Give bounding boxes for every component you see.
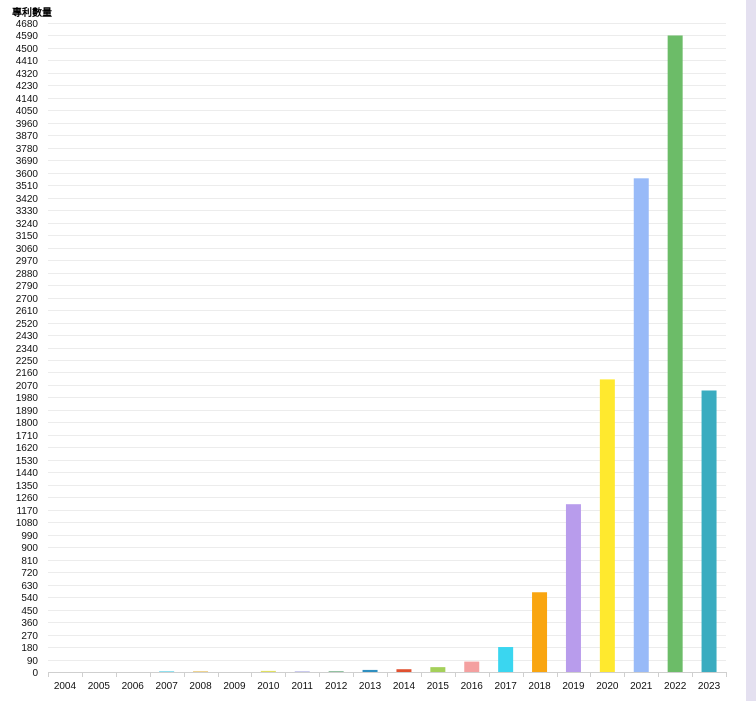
bar-2018 xyxy=(532,592,548,672)
y-tick-label: 4140 xyxy=(16,94,39,105)
bar-2013 xyxy=(362,669,378,672)
x-tick-label: 2011 xyxy=(291,681,313,692)
y-tick-label: 2430 xyxy=(16,331,39,342)
x-tick-label: 2016 xyxy=(461,681,484,692)
bar-2023 xyxy=(701,390,717,672)
y-tick-label: 1440 xyxy=(16,468,39,479)
y-tick-label: 4050 xyxy=(16,106,39,117)
x-tick-label: 2004 xyxy=(54,681,77,692)
y-tick-label: 180 xyxy=(21,643,38,654)
x-tick-label: 2021 xyxy=(630,681,653,692)
x-tick-label: 2022 xyxy=(664,681,687,692)
y-tick-label: 540 xyxy=(21,593,38,604)
x-tick-label: 2015 xyxy=(427,681,450,692)
bar-2022 xyxy=(667,35,683,672)
bar-2017 xyxy=(498,647,514,672)
y-tick-label: 4320 xyxy=(16,69,39,80)
y-tick-label: 2610 xyxy=(16,306,39,317)
y-tick-label: 4680 xyxy=(16,19,39,30)
x-tick-label: 2023 xyxy=(698,681,721,692)
y-tick-label: 1170 xyxy=(16,506,38,517)
y-tick-label: 3690 xyxy=(16,156,39,167)
y-tick-label: 3330 xyxy=(16,206,39,217)
y-tick-label: 2880 xyxy=(16,269,39,280)
y-tick-label: 1260 xyxy=(16,493,39,504)
y-tick-label: 4500 xyxy=(16,44,39,55)
y-tick-label: 810 xyxy=(21,556,38,567)
y-tick-label: 3060 xyxy=(16,244,39,255)
x-tick-label: 2014 xyxy=(393,681,416,692)
y-tick-label: 1080 xyxy=(16,518,39,529)
bar-2008 xyxy=(193,671,209,672)
y-tick-label: 3870 xyxy=(16,131,39,142)
bars xyxy=(159,35,717,673)
y-tick-label: 3510 xyxy=(16,181,39,192)
y-tick-label: 2970 xyxy=(16,256,39,267)
bar-2007 xyxy=(159,671,175,672)
y-tick-label: 2790 xyxy=(16,281,39,292)
x-tick-label: 2020 xyxy=(596,681,619,692)
y-tick-label: 2520 xyxy=(16,319,39,330)
x-tick-label: 2018 xyxy=(528,681,551,692)
y-tick-label: 3780 xyxy=(16,144,39,155)
y-tick-label: 720 xyxy=(21,568,38,579)
bar-2015 xyxy=(430,667,446,672)
x-tick-label: 2005 xyxy=(88,681,111,692)
y-tick-label: 0 xyxy=(32,668,38,679)
bar-2014 xyxy=(396,669,412,672)
y-tick-label: 3150 xyxy=(16,231,39,242)
y-axis-label: 專利數量 xyxy=(12,6,52,19)
x-tick-label: 2017 xyxy=(495,681,518,692)
gridlines xyxy=(48,23,726,661)
y-tick-label: 4230 xyxy=(16,81,39,92)
y-tick-label: 1800 xyxy=(16,418,39,429)
x-tick-label: 2012 xyxy=(325,681,348,692)
bar-2020 xyxy=(599,379,615,672)
y-tick-label: 2340 xyxy=(16,344,39,355)
y-tick-label: 1710 xyxy=(16,431,39,442)
y-tick-label: 90 xyxy=(27,656,39,667)
bar-2019 xyxy=(565,504,581,672)
x-tick-label: 2007 xyxy=(156,681,179,692)
y-tick-label: 4590 xyxy=(16,31,39,42)
x-tick-label: 2013 xyxy=(359,681,382,692)
x-tick-label: 2010 xyxy=(257,681,280,692)
y-tick-label: 2700 xyxy=(16,294,39,305)
y-tick-label: 3420 xyxy=(16,194,39,205)
y-tick-label: 1350 xyxy=(16,481,39,492)
y-tick-label: 900 xyxy=(21,543,38,554)
y-tick-label: 2160 xyxy=(16,368,39,379)
x-tick-label: 2008 xyxy=(189,681,212,692)
y-tick-label: 4410 xyxy=(16,56,39,67)
y-tick-label: 1620 xyxy=(16,443,39,454)
bar-2011 xyxy=(294,671,310,672)
y-tick-label: 2250 xyxy=(16,356,39,367)
y-tick-label: 630 xyxy=(21,581,38,592)
x-tick-label: 2019 xyxy=(562,681,585,692)
y-tick-label: 1980 xyxy=(16,393,39,404)
bar-2012 xyxy=(328,671,344,672)
bar-2010 xyxy=(260,670,276,672)
y-tick-label: 1890 xyxy=(16,406,39,417)
y-tick-label: 2070 xyxy=(16,381,39,392)
x-tick-label: 2006 xyxy=(122,681,145,692)
x-axis-ticks: 2004 2005 2006 2007 2008 2009 2010 2011 2012 2013… xyxy=(48,672,727,692)
y-tick-label: 1530 xyxy=(16,456,39,467)
x-tick-label: 2009 xyxy=(223,681,246,692)
y-tick-label: 3600 xyxy=(16,169,39,180)
y-tick-label: 3240 xyxy=(16,219,39,230)
y-tick-label: 360 xyxy=(21,618,38,629)
y-tick-label: 990 xyxy=(21,531,38,542)
y-tick-label: 3960 xyxy=(16,119,39,130)
bar-2016 xyxy=(464,661,480,672)
y-tick-label: 270 xyxy=(21,631,38,642)
y-tick-label: 450 xyxy=(21,606,38,617)
bar-2021 xyxy=(633,178,649,673)
